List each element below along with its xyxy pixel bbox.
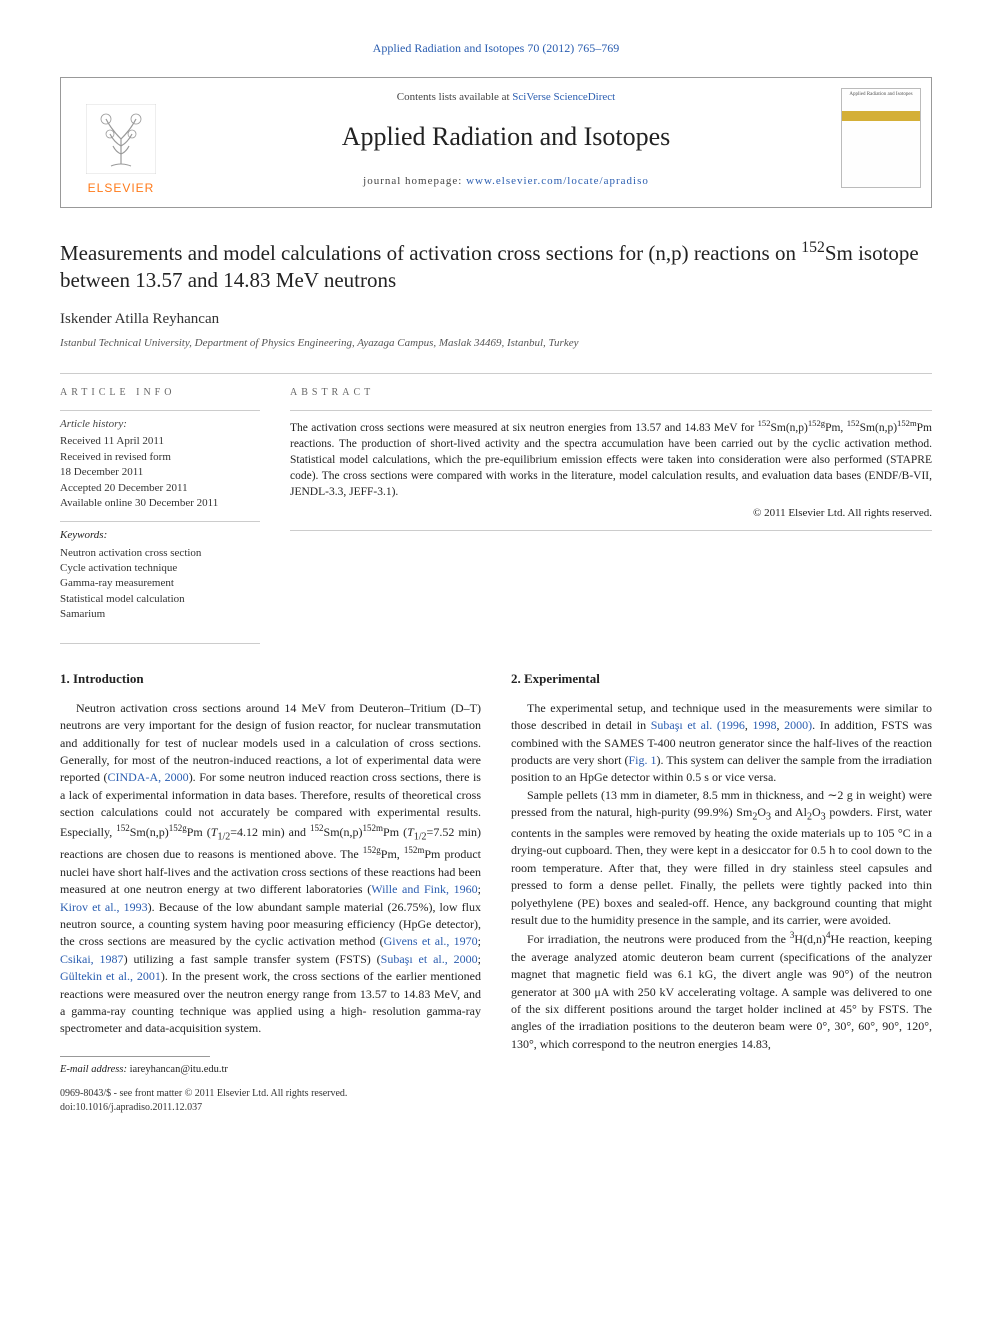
info-abstract-row: ARTICLE INFO Article history: Received 1… bbox=[60, 386, 932, 623]
paragraph: The experimental setup, and technique us… bbox=[511, 700, 932, 787]
contents-pre: Contents lists available at bbox=[397, 91, 512, 103]
keyword: Samarium bbox=[60, 607, 260, 622]
keywords-header: Keywords: bbox=[60, 521, 260, 543]
cover-image: Applied Radiation and Isotopes bbox=[841, 88, 921, 188]
homepage-line: journal homepage: www.elsevier.com/locat… bbox=[191, 174, 821, 189]
footer-copyright: 0969-8043/$ - see front matter © 2011 El… bbox=[60, 1087, 481, 1115]
divider bbox=[290, 530, 932, 531]
cover-title-text: Applied Radiation and Isotopes bbox=[842, 89, 920, 100]
contents-available-line: Contents lists available at SciVerse Sci… bbox=[191, 90, 821, 105]
paper-title: Measurements and model calculations of a… bbox=[60, 238, 932, 295]
section-heading-introduction: 1. Introduction bbox=[60, 670, 481, 688]
author-affiliation: Istanbul Technical University, Departmen… bbox=[60, 336, 932, 351]
abstract-label: ABSTRACT bbox=[290, 386, 932, 400]
paragraph: Sample pellets (13 mm in diameter, 8.5 m… bbox=[511, 787, 932, 930]
keyword: Gamma-ray measurement bbox=[60, 576, 260, 591]
divider bbox=[290, 410, 932, 411]
abstract-column: ABSTRACT The activation cross sections w… bbox=[290, 386, 932, 623]
paragraph: Neutron activation cross sections around… bbox=[60, 700, 481, 1038]
history-line: Received in revised form bbox=[60, 450, 260, 465]
keyword: Statistical model calculation bbox=[60, 592, 260, 607]
divider bbox=[60, 643, 260, 644]
sciencedirect-link[interactable]: SciVerse ScienceDirect bbox=[512, 91, 615, 103]
history-line: Available online 30 December 2011 bbox=[60, 496, 260, 511]
keyword: Cycle activation technique bbox=[60, 561, 260, 576]
footer-line1: 0969-8043/$ - see front matter © 2011 El… bbox=[60, 1087, 481, 1101]
elsevier-tree-icon bbox=[86, 104, 156, 174]
abstract-text: The activation cross sections were measu… bbox=[290, 417, 932, 500]
email-label: E-mail address: bbox=[60, 1064, 127, 1075]
article-info-column: ARTICLE INFO Article history: Received 1… bbox=[60, 386, 260, 623]
divider bbox=[60, 410, 260, 411]
column-left: 1. Introduction Neutron activation cross… bbox=[60, 670, 481, 1116]
header-center: Contents lists available at SciVerse Sci… bbox=[181, 78, 831, 207]
cover-band bbox=[842, 111, 920, 121]
corresponding-email: E-mail address: iareyhancan@itu.edu.tr bbox=[60, 1063, 481, 1078]
homepage-link[interactable]: www.elsevier.com/locate/apradiso bbox=[466, 175, 649, 187]
abstract-copyright: © 2011 Elsevier Ltd. All rights reserved… bbox=[290, 506, 932, 521]
history-header: Article history: bbox=[60, 417, 260, 432]
keyword: Neutron activation cross section bbox=[60, 546, 260, 561]
journal-header: ELSEVIER Contents lists available at Sci… bbox=[60, 77, 932, 208]
author-name: Iskender Atilla Reyhancan bbox=[60, 309, 932, 330]
article-info-label: ARTICLE INFO bbox=[60, 386, 260, 400]
journal-cover-thumb: Applied Radiation and Isotopes bbox=[831, 78, 931, 207]
history-line: 18 December 2011 bbox=[60, 465, 260, 480]
footnote-separator bbox=[60, 1056, 210, 1057]
homepage-pre: journal homepage: bbox=[363, 175, 466, 187]
paragraph: For irradiation, the neutrons were produ… bbox=[511, 929, 932, 1053]
footer-doi: doi:10.1016/j.apradiso.2011.12.037 bbox=[60, 1101, 481, 1115]
history-line: Accepted 20 December 2011 bbox=[60, 481, 260, 496]
column-right: 2. Experimental The experimental setup, … bbox=[511, 670, 932, 1116]
journal-citation[interactable]: Applied Radiation and Isotopes 70 (2012)… bbox=[60, 40, 932, 57]
section-heading-experimental: 2. Experimental bbox=[511, 670, 932, 688]
divider bbox=[60, 373, 932, 374]
email-address[interactable]: iareyhancan@itu.edu.tr bbox=[130, 1064, 228, 1075]
publisher-name: ELSEVIER bbox=[88, 180, 155, 197]
publisher-logo-block: ELSEVIER bbox=[61, 78, 181, 207]
journal-title: Applied Radiation and Isotopes bbox=[191, 119, 821, 155]
history-line: Received 11 April 2011 bbox=[60, 434, 260, 449]
body-columns: 1. Introduction Neutron activation cross… bbox=[60, 670, 932, 1116]
